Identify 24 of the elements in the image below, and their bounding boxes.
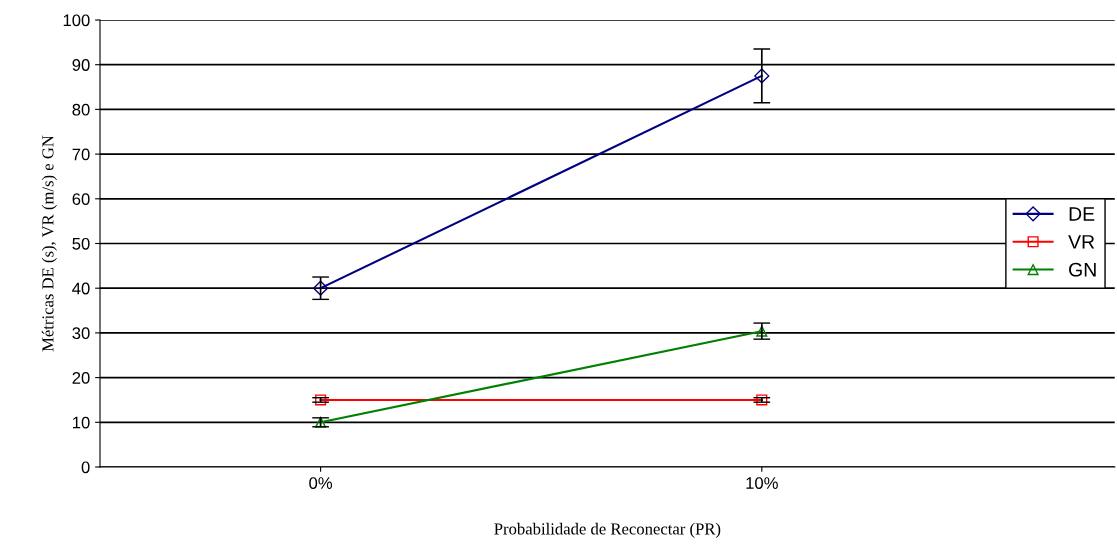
- y-tick-label: 10: [73, 416, 90, 429]
- y-tick-label: 60: [72, 193, 90, 205]
- legend-label: DE: [1069, 207, 1095, 221]
- legend-label: VR: [1068, 235, 1095, 249]
- point: [756, 325, 768, 337]
- y-tick-label: 100: [63, 14, 90, 27]
- y-axis-title: Métricas DE (s), VR (m/s) e GN: [41, 135, 57, 352]
- y-tick-label: 70: [72, 148, 90, 161]
- y-tick-label: 80: [72, 103, 90, 116]
- y-tick-label: 90: [72, 59, 90, 71]
- x-axis-title: Probabilidade de Reconectar (PR): [494, 522, 721, 538]
- point: [754, 68, 770, 84]
- y-tick-label: 20: [72, 372, 90, 384]
- point: [315, 416, 327, 428]
- y-tick-label: 30: [72, 327, 90, 340]
- point: [756, 394, 768, 406]
- legend-label: GN: [1069, 262, 1096, 277]
- y-tick-label: 40: [72, 282, 90, 295]
- x-tick-label: 10%: [746, 477, 778, 489]
- y-tick-label: 0: [81, 461, 90, 474]
- x-tick-label: 0%: [309, 477, 333, 489]
- point: [315, 394, 327, 406]
- point: [313, 280, 329, 296]
- y-tick-label: 50: [72, 237, 90, 250]
